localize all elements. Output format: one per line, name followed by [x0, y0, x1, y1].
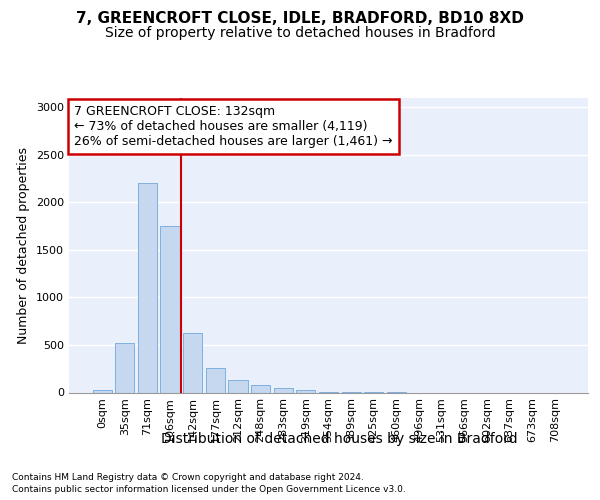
- Bar: [206, 368, 225, 392]
- Text: Contains public sector information licensed under the Open Government Licence v3: Contains public sector information licen…: [12, 485, 406, 494]
- Text: 7 GREENCROFT CLOSE: 132sqm
← 73% of detached houses are smaller (4,119)
26% of s: 7 GREENCROFT CLOSE: 132sqm ← 73% of deta…: [74, 105, 392, 148]
- Text: Size of property relative to detached houses in Bradford: Size of property relative to detached ho…: [104, 26, 496, 40]
- Text: Contains HM Land Registry data © Crown copyright and database right 2024.: Contains HM Land Registry data © Crown c…: [12, 472, 364, 482]
- Bar: [160, 226, 180, 392]
- Bar: [92, 390, 112, 392]
- Bar: [115, 343, 134, 392]
- Bar: [183, 332, 202, 392]
- Bar: [138, 183, 157, 392]
- Text: Distribution of detached houses by size in Bradford: Distribution of detached houses by size …: [161, 432, 517, 446]
- Bar: [296, 390, 316, 392]
- Text: 7, GREENCROFT CLOSE, IDLE, BRADFORD, BD10 8XD: 7, GREENCROFT CLOSE, IDLE, BRADFORD, BD1…: [76, 11, 524, 26]
- Bar: [274, 388, 293, 392]
- Bar: [251, 385, 270, 392]
- Bar: [229, 380, 248, 392]
- Y-axis label: Number of detached properties: Number of detached properties: [17, 146, 31, 344]
